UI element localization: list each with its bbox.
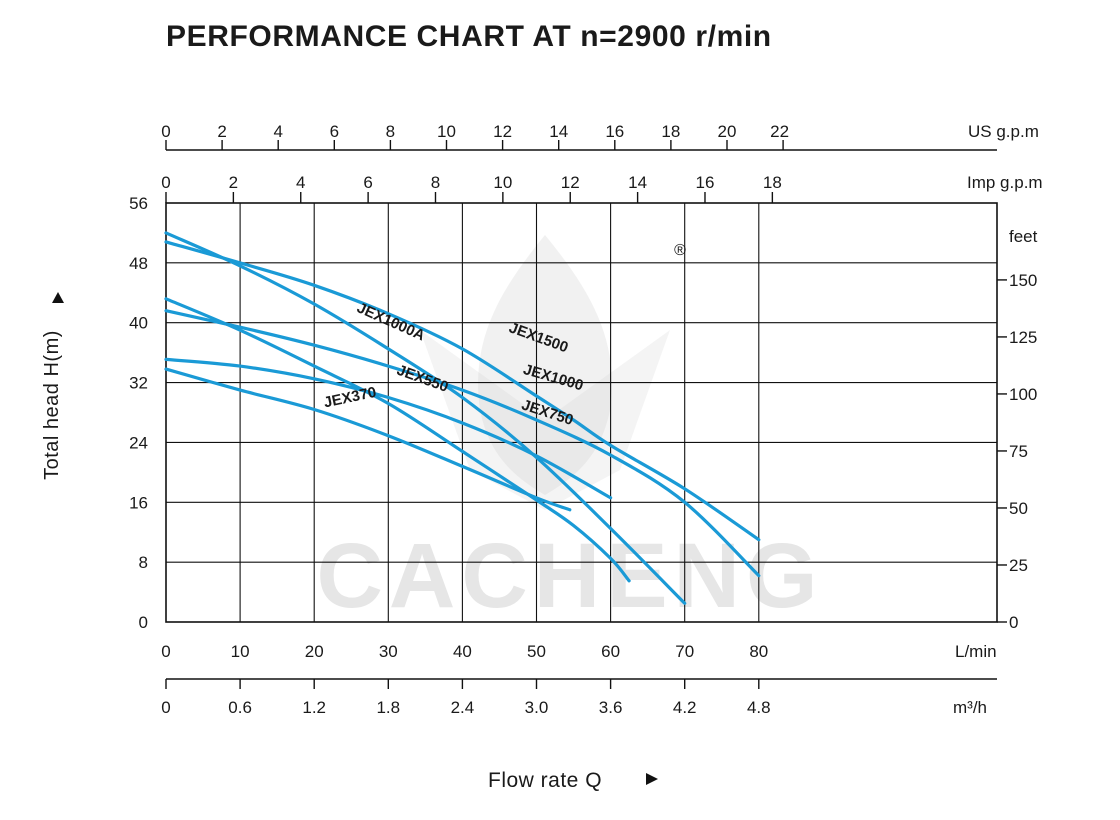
watermark-registered-mark: ® <box>674 242 686 259</box>
x-tick-label: 60 <box>601 642 620 661</box>
us-gpm-tick-label: 22 <box>770 122 789 141</box>
us-gpm-tick-label: 14 <box>549 122 568 141</box>
curve-jex1500 <box>164 240 761 542</box>
chart-grid <box>165 202 998 623</box>
m3h-tick-label: 3.0 <box>525 698 549 717</box>
x-tick-label: 80 <box>749 642 768 661</box>
plot-frame <box>165 202 998 623</box>
m3h-tick-label: 0.6 <box>228 698 252 717</box>
curve-jex370 <box>164 367 572 512</box>
m3h-tick-label: 3.6 <box>599 698 623 717</box>
chart-title: PERFORMANCE CHART AT n=2900 r/min <box>166 20 772 53</box>
us-gpm-tick-label: 10 <box>437 122 456 141</box>
feet-unit-label: feet <box>1009 227 1038 246</box>
feet-tick-label: 100 <box>1009 385 1037 404</box>
x-axis-arrow-icon <box>646 773 658 785</box>
y-tick-label: 32 <box>129 374 148 393</box>
x-tick-label: 40 <box>453 642 472 661</box>
watermark-drop-shape <box>478 235 612 495</box>
us-gpm-tick-label: 8 <box>386 122 395 141</box>
y-tick-label: 40 <box>129 314 148 333</box>
y-tick-label: 0 <box>139 613 148 632</box>
us-gpm-tick-label: 6 <box>330 122 339 141</box>
feet-tick-label: 125 <box>1009 328 1037 347</box>
curve-jex750 <box>164 357 613 500</box>
imp-gpm-tick-label: 4 <box>296 173 305 192</box>
us-gpm-unit-label: US g.p.m <box>968 122 1039 141</box>
x-tick-label: 70 <box>675 642 694 661</box>
x-unit-label: L/min <box>955 642 997 661</box>
curve-label-jex1000a: JEX1000A <box>354 299 427 344</box>
imp-gpm-tick-label: 16 <box>696 173 715 192</box>
us-gpm-tick-label: 2 <box>217 122 226 141</box>
us-gpm-tick-label: 20 <box>718 122 737 141</box>
x-axis-title: Flow rate Q <box>488 769 602 792</box>
imp-gpm-tick-label: 12 <box>561 173 580 192</box>
imp-gpm-tick-label: 0 <box>161 173 170 192</box>
us-gpm-tick-label: 12 <box>493 122 512 141</box>
imp-gpm-tick-label: 18 <box>763 173 782 192</box>
curve-jex1000a <box>164 231 687 605</box>
watermark: ® CACHENG <box>316 235 823 627</box>
m3h-tick-label: 4.8 <box>747 698 771 717</box>
feet-tick-label: 25 <box>1009 556 1028 575</box>
m3h-tick-label: 1.8 <box>376 698 400 717</box>
curve-jex1000 <box>164 309 761 578</box>
imp-gpm-unit-label: Imp g.p.m <box>967 173 1043 192</box>
m3h-tick-label: 2.4 <box>451 698 475 717</box>
y-tick-label: 8 <box>139 553 148 572</box>
x-tick-label: 0 <box>161 642 170 661</box>
feet-tick-label: 150 <box>1009 271 1037 290</box>
us-gpm-tick-label: 18 <box>661 122 680 141</box>
m3h-tick-label: 1.2 <box>302 698 326 717</box>
x-tick-label: 30 <box>379 642 398 661</box>
m3h-unit-label: m³/h <box>953 698 987 717</box>
curve-jex550 <box>164 297 631 583</box>
imp-gpm-tick-label: 6 <box>363 173 372 192</box>
y-tick-label: 48 <box>129 254 148 273</box>
imp-gpm-tick-label: 14 <box>628 173 647 192</box>
m3h-tick-label: 0 <box>161 698 170 717</box>
us-gpm-tick-label: 16 <box>605 122 624 141</box>
x-tick-label: 20 <box>305 642 324 661</box>
feet-tick-label: 0 <box>1009 613 1018 632</box>
axis-labels: Total head H(m) Flow rate Q <box>41 292 658 792</box>
watermark-text: CACHENG <box>316 525 823 627</box>
imp-gpm-tick-label: 8 <box>431 173 440 192</box>
feet-tick-label: 75 <box>1009 442 1028 461</box>
x-tick-label: 10 <box>231 642 250 661</box>
feet-tick-label: 50 <box>1009 499 1028 518</box>
y-tick-label: 56 <box>129 194 148 213</box>
y-axis-title: Total head H(m) <box>41 330 63 480</box>
y-tick-label: 16 <box>129 493 148 512</box>
us-gpm-tick-label: 4 <box>273 122 282 141</box>
y-tick-label: 24 <box>129 433 148 452</box>
imp-gpm-tick-label: 2 <box>229 173 238 192</box>
x-tick-label: 50 <box>527 642 546 661</box>
m3h-tick-label: 4.2 <box>673 698 697 717</box>
y-axis-arrow-icon <box>52 292 64 303</box>
imp-gpm-tick-label: 10 <box>493 173 512 192</box>
us-gpm-tick-label: 0 <box>161 122 170 141</box>
